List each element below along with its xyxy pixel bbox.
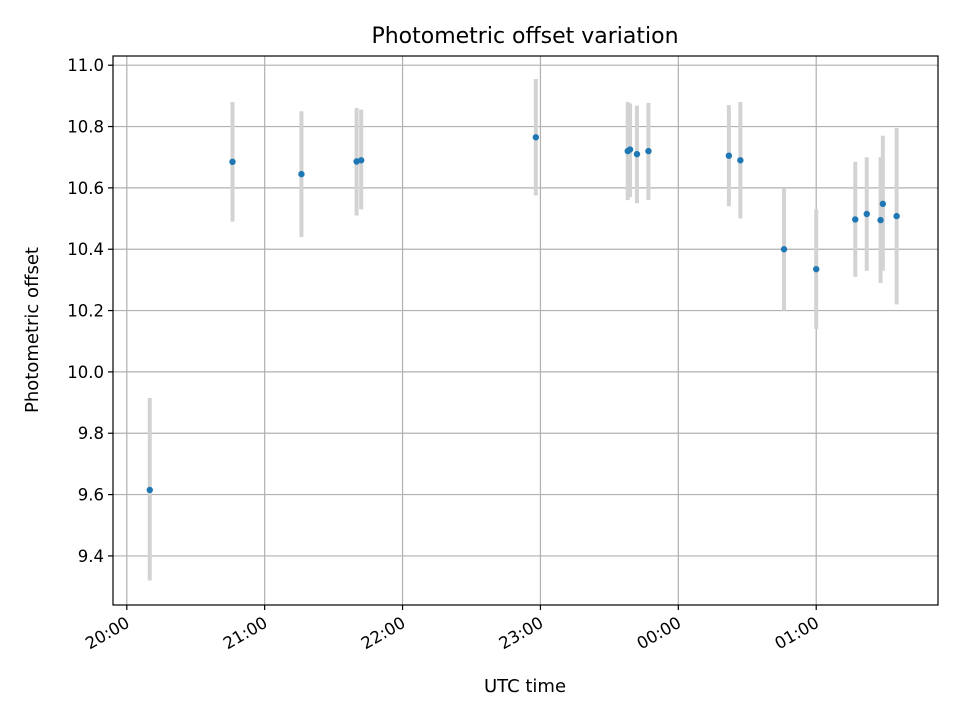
data-point [725,152,733,159]
y-tick-label: 10.0 [67,363,104,382]
data-point [298,170,305,178]
data-point [893,212,900,220]
data-point [877,216,884,224]
data-point [532,134,540,141]
data-point [633,150,641,158]
y-axis-ticks: 9.4 9.6 9.8 10.0 10.2 10.4 10.6 10.8 11.0 [67,56,113,566]
data-point [229,158,236,166]
y-tick-label: 9.6 [78,486,104,505]
x-axis-label: UTC time [484,676,566,697]
y-tick-label: 9.8 [78,424,104,443]
data-point [737,157,744,164]
y-tick-label: 10.2 [67,302,104,321]
plot-frame [112,55,939,606]
data-point [645,147,652,155]
y-tick-label: 10.4 [67,240,104,259]
data-point [780,246,788,253]
y-tick-label: 11.0 [67,56,104,75]
y-tick-label: 10.6 [67,179,104,198]
gridlines [113,56,938,605]
y-axis-label: Photometric offset [22,247,43,413]
chart-title: Photometric offset variation [371,24,678,49]
y-tick-label: 10.8 [67,118,104,137]
data-point [146,486,153,494]
data-point [852,216,859,223]
data-point [626,146,634,153]
data-points [146,134,900,494]
data-point [813,265,820,273]
data-point [879,200,887,208]
y-tick-label: 9.4 [78,547,104,566]
data-point [863,210,870,218]
data-point [357,157,365,164]
